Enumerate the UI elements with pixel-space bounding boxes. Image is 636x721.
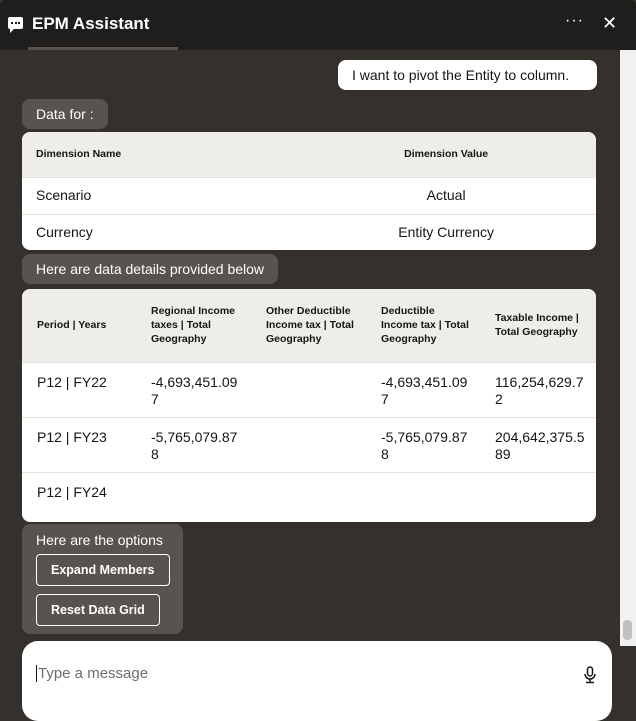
table-cell: P12 | FY24: [22, 471, 136, 522]
expand-members-button[interactable]: Expand Members: [36, 554, 170, 586]
table-cell: P12 | FY22: [22, 361, 136, 417]
column-header: Period | Years: [22, 289, 136, 362]
options-text: Here are the options: [36, 532, 163, 548]
bot-message-data-for: Data for :: [22, 99, 108, 129]
table-cell: [251, 416, 366, 472]
chat-icon: [8, 17, 23, 33]
column-header: Taxable Income | Total Geography: [480, 289, 596, 362]
table-row: Currency Entity Currency: [22, 213, 596, 250]
close-icon[interactable]: ✕: [602, 13, 618, 33]
table-cell: [251, 471, 366, 522]
data-grid-table: Period | Years Regional Income taxes | T…: [22, 289, 596, 522]
table-row: P12 | FY23 -5,765,079.878 -5,765,079.878…: [22, 416, 596, 472]
previous-message-edge: [28, 47, 178, 50]
message-input[interactable]: Type a message: [22, 641, 612, 721]
table-cell: -5,765,079.878: [366, 416, 480, 472]
table-cell: Actual: [296, 176, 596, 214]
column-header: Regional Income taxes | Total Geography: [136, 289, 251, 362]
scrollbar-thumb[interactable]: [623, 620, 632, 640]
table-cell: [366, 471, 480, 522]
table-cell: Scenario: [22, 176, 297, 214]
options-message: Here are the options Expand Members Rese…: [22, 524, 183, 634]
table-cell: Entity Currency: [296, 213, 596, 250]
app-title: EPM Assistant: [32, 14, 150, 33]
bot-message-details: Here are data details provided below: [22, 254, 279, 284]
table-row: P12 | FY24: [22, 471, 596, 522]
table-cell: [480, 471, 596, 522]
table-cell: P12 | FY23: [22, 416, 136, 472]
reset-data-grid-button[interactable]: Reset Data Grid: [36, 594, 160, 626]
microphone-icon[interactable]: [584, 666, 596, 684]
column-header: Dimension Value: [296, 132, 596, 177]
dimension-table: Dimension Name Dimension Value Scenario Ac…: [22, 132, 596, 250]
ellipsis-icon[interactable]: ···: [565, 12, 584, 29]
column-header: Dimension Name: [22, 132, 297, 177]
table-cell: -5,765,079.878: [136, 416, 251, 472]
table-cell: [136, 471, 251, 522]
message-placeholder: Type a message: [36, 665, 149, 682]
table-row: P12 | FY22 -4,693,451.097 -4,693,451.097…: [22, 361, 596, 417]
scrollbar[interactable]: [620, 50, 636, 646]
table-row: Scenario Actual: [22, 176, 596, 214]
table-cell: 116,254,629.72: [480, 361, 596, 417]
table-cell: -4,693,451.097: [366, 361, 480, 417]
header: EPM Assistant ··· ✕: [0, 0, 636, 50]
column-header: Other Deductible Income tax | Total Geog…: [251, 289, 366, 362]
table-cell: -4,693,451.097: [136, 361, 251, 417]
user-message: I want to pivot the Entity to column.: [338, 60, 597, 90]
table-cell: 204,642,375.589: [480, 416, 596, 472]
table-cell: Currency: [22, 213, 297, 250]
column-header: Deductible Income tax | Total Geography: [366, 289, 480, 362]
table-cell: [251, 361, 366, 417]
